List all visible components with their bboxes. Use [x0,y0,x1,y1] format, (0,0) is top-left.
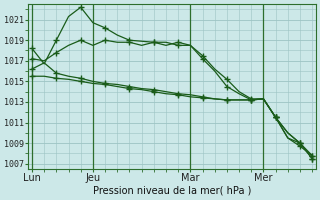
X-axis label: Pression niveau de la mer( hPa ): Pression niveau de la mer( hPa ) [93,186,251,196]
